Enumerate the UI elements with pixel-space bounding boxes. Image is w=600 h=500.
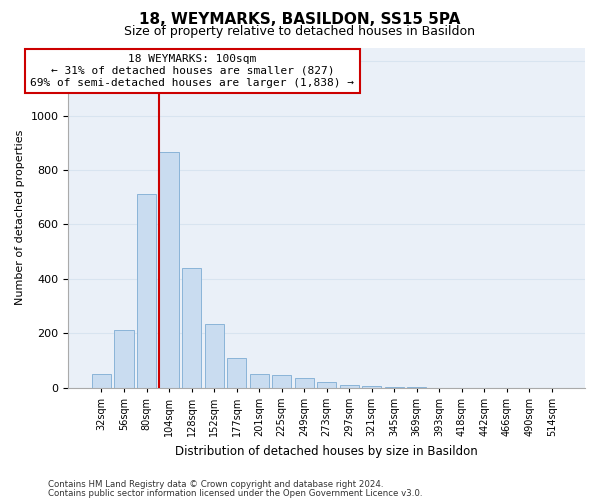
Bar (250, 374, 269, 388)
Bar (115, 330, 134, 388)
Bar (227, 358, 246, 388)
Text: Contains HM Land Registry data © Crown copyright and database right 2024.: Contains HM Land Registry data © Crown c… (48, 480, 383, 489)
Y-axis label: Number of detached properties: Number of detached properties (15, 130, 25, 306)
Bar (160, 152, 179, 388)
Text: 18 WEYMARKS: 100sqm
← 31% of detached houses are smaller (827)
69% of semi-detac: 18 WEYMARKS: 100sqm ← 31% of detached ho… (31, 54, 355, 88)
Bar (385, 387, 404, 388)
Bar (137, 194, 156, 388)
Text: Size of property relative to detached houses in Basildon: Size of property relative to detached ho… (125, 25, 476, 38)
Text: Contains public sector information licensed under the Open Government Licence v3: Contains public sector information licen… (48, 488, 422, 498)
X-axis label: Distribution of detached houses by size in Basildon: Distribution of detached houses by size … (175, 444, 478, 458)
Bar (182, 268, 201, 388)
Bar (295, 378, 314, 388)
Bar (205, 324, 224, 388)
Text: 18, WEYMARKS, BASILDON, SS15 5PA: 18, WEYMARKS, BASILDON, SS15 5PA (139, 12, 461, 28)
Bar (317, 382, 336, 388)
Bar (272, 376, 291, 388)
Bar (92, 374, 111, 388)
Bar (362, 386, 382, 388)
Bar (340, 385, 359, 388)
